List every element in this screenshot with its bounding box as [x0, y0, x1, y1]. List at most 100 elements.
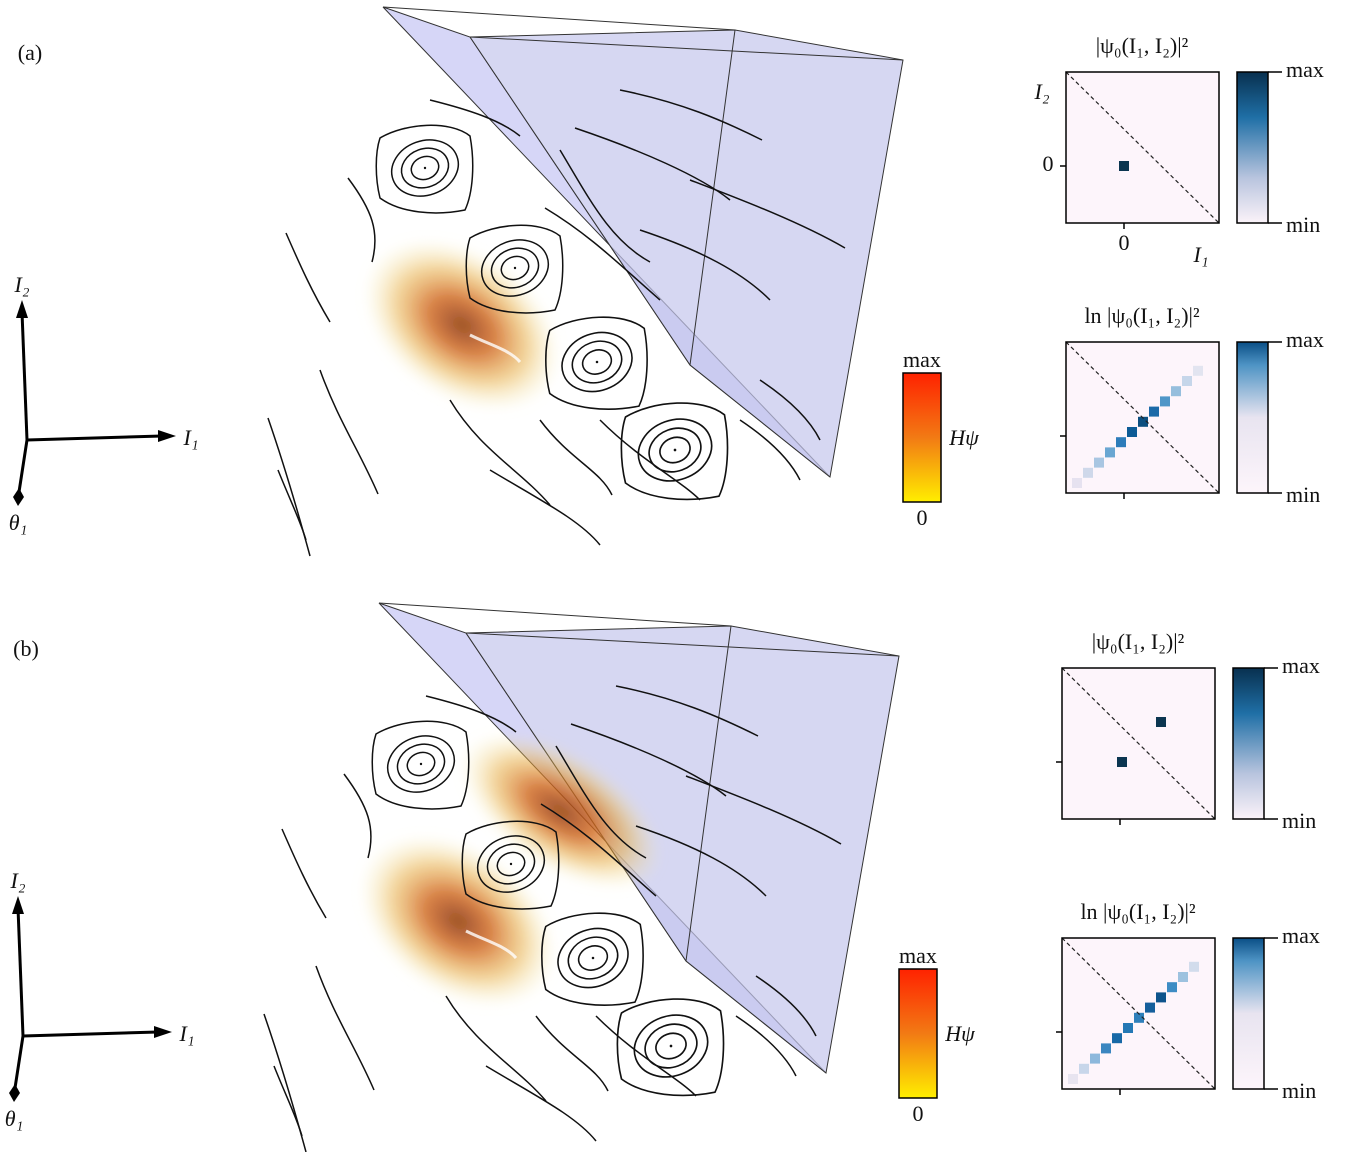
- trajectory: [540, 420, 612, 495]
- heatmap-pixel: [1116, 437, 1126, 447]
- colorbar: [1233, 938, 1264, 1089]
- heatmap-pixel: [1123, 1023, 1133, 1033]
- axis-label: I₂: [1034, 79, 1050, 104]
- heatmap-pixel: [1117, 757, 1127, 767]
- colorbar-min: 0: [917, 505, 928, 530]
- island-center: [674, 449, 677, 452]
- trajectory: [536, 1016, 608, 1091]
- island-center: [514, 267, 516, 269]
- axis-label: I₁: [183, 425, 199, 450]
- heatmap-pixel: [1193, 366, 1203, 376]
- trajectory: [274, 1066, 302, 1136]
- heatmap-pixel: [1171, 386, 1181, 396]
- colorbar-max: max: [1282, 653, 1320, 678]
- heatmap-pixel: [1094, 458, 1104, 468]
- island: [617, 999, 723, 1095]
- island: [546, 317, 647, 409]
- island-center: [670, 1045, 673, 1048]
- axis-label: I₂: [14, 272, 30, 297]
- heatmap-pixel: [1127, 427, 1137, 437]
- trajectory: [320, 370, 378, 494]
- island: [621, 403, 727, 499]
- island-center: [596, 361, 599, 364]
- trajectory: [490, 470, 600, 545]
- heatmap-title: ln |ψ₀(I₁, I₂)|²: [1080, 899, 1196, 924]
- arrow-head: [16, 300, 28, 318]
- heatmap-pixel: [1119, 161, 1129, 171]
- heatmap-pixel: [1149, 407, 1159, 417]
- island-center: [592, 957, 595, 960]
- colorbar-label: Hψ: [948, 425, 979, 450]
- colorbar-min: 0: [913, 1101, 924, 1126]
- axis-theta: [19, 440, 27, 492]
- trajectory: [316, 966, 374, 1090]
- colorbar-min: min: [1282, 808, 1316, 833]
- arrow-head: [13, 488, 24, 506]
- heatmap-pixel: [1101, 1043, 1111, 1053]
- colorbar: [903, 373, 941, 502]
- island-center: [424, 167, 426, 169]
- heatmap-pixel: [1182, 376, 1192, 386]
- heatmap-pixel: [1156, 992, 1166, 1002]
- island: [376, 125, 472, 213]
- panel-label: (b): [13, 636, 39, 661]
- colorbar-max: max: [1282, 923, 1320, 948]
- panel: (b) I₂ I₁ θ₁ max 0 Hψ |ψ₀(I₁, I₂)|² max min ln |ψ₀…: [5, 603, 1320, 1152]
- heatmap-pixel: [1090, 1054, 1100, 1064]
- island: [542, 913, 643, 1005]
- arrow-head: [12, 896, 24, 914]
- island-center: [510, 863, 512, 865]
- colorbar-label: Hψ: [944, 1021, 975, 1046]
- panel-label: (a): [18, 40, 42, 65]
- axis-i1: [23, 1032, 158, 1036]
- axis-label: θ₁: [9, 510, 27, 535]
- figure: (a) I₂ I₁ θ₁ max 0 Hψ |ψ₀(I₁, I₂)|² 0 0 I₂ I₁ max min…: [0, 0, 1360, 1152]
- colorbar-max: max: [1286, 327, 1324, 352]
- heatmap-pixel: [1105, 447, 1115, 457]
- heatmap-title: |ψ₀(I₁, I₂)|²: [1092, 629, 1185, 654]
- trajectory: [344, 774, 371, 858]
- heatmap-pixel: [1072, 478, 1082, 488]
- trajectory: [450, 400, 550, 505]
- colorbar-min: min: [1286, 482, 1320, 507]
- colorbar: [1237, 72, 1268, 223]
- heatmap-pixel: [1189, 962, 1199, 972]
- axis-i2: [18, 908, 23, 1036]
- island-center: [420, 763, 422, 765]
- trajectory: [286, 233, 330, 322]
- heatmap-pixel: [1145, 1003, 1155, 1013]
- axis-label: I₁: [1193, 242, 1209, 267]
- trajectory: [282, 829, 326, 918]
- colorbar-max: max: [1286, 57, 1324, 82]
- trajectory: [348, 178, 375, 262]
- heat-blob: [336, 207, 588, 442]
- tick-label: 0: [1043, 151, 1054, 176]
- heatmap-title: |ψ₀(I₁, I₂)|²: [1096, 33, 1189, 58]
- heatmap-pixel: [1167, 982, 1177, 992]
- axis-label: I₁: [179, 1021, 195, 1046]
- trajectory: [446, 996, 546, 1101]
- island: [372, 721, 468, 809]
- axes-3d: I₂ I₁ θ₁: [5, 868, 195, 1131]
- axis-label: I₂: [10, 868, 26, 893]
- colorbar-min: min: [1286, 212, 1320, 237]
- colorbar: [1237, 342, 1268, 493]
- axis-i1: [27, 436, 162, 440]
- axis-i2: [22, 312, 27, 440]
- panel: (a) I₂ I₁ θ₁ max 0 Hψ |ψ₀(I₁, I₂)|² 0 0 I₂ I₁ max min…: [9, 7, 1324, 556]
- heatmap-pixel: [1156, 717, 1166, 727]
- heatmap-title: ln |ψ₀(I₁, I₂)|²: [1084, 303, 1200, 328]
- tick-label: 0: [1119, 230, 1130, 255]
- heatmap-pixel: [1160, 396, 1170, 406]
- colorbar-max: max: [903, 347, 941, 372]
- colorbar-min: min: [1282, 1078, 1316, 1103]
- arrow-head: [154, 1026, 172, 1038]
- axis-label: θ₁: [5, 1106, 23, 1131]
- axis-theta: [15, 1036, 23, 1088]
- heatmap-pixel: [1068, 1074, 1078, 1084]
- trajectory: [278, 470, 306, 540]
- trajectory: [486, 1066, 596, 1141]
- arrow-head: [158, 430, 176, 442]
- heatmap-pixel: [1178, 972, 1188, 982]
- colorbar: [1233, 668, 1264, 819]
